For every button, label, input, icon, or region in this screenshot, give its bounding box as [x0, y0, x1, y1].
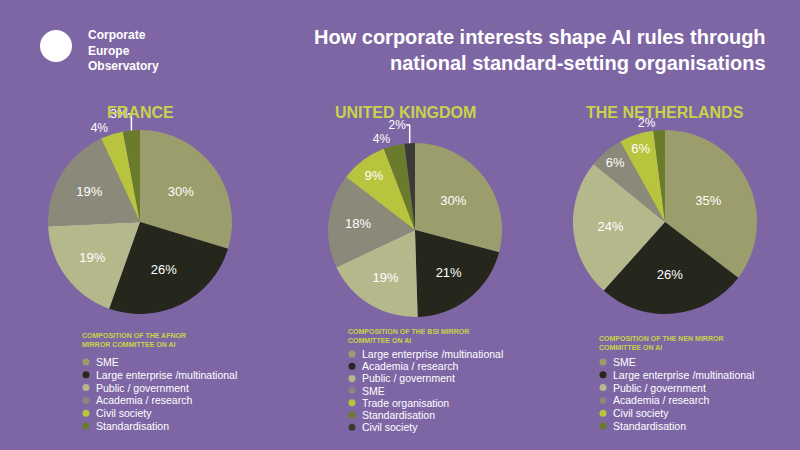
svg-text:Civil society: Civil society — [362, 421, 418, 433]
svg-text:4%: 4% — [91, 121, 109, 135]
svg-text:Trade organisation: Trade organisation — [362, 397, 449, 409]
svg-text:24%: 24% — [598, 219, 624, 234]
svg-text:18%: 18% — [345, 216, 371, 231]
svg-text:26%: 26% — [657, 267, 683, 282]
svg-text:19%: 19% — [79, 250, 105, 265]
svg-text:Academia / research: Academia / research — [362, 360, 458, 372]
svg-text:Large enterprise /multinationa: Large enterprise /multinational — [96, 369, 237, 381]
svg-text:Large enterprise /multinationa: Large enterprise /multinational — [613, 369, 754, 381]
svg-text:9%: 9% — [364, 168, 383, 183]
svg-text:SME: SME — [362, 385, 385, 397]
svg-text:Standardisation: Standardisation — [362, 409, 435, 421]
svg-text:Academia / research: Academia / research — [96, 394, 192, 406]
svg-text:Civil society: Civil society — [96, 407, 152, 419]
svg-text:Large enterprise /multinationa: Large enterprise /multinational — [362, 348, 503, 360]
svg-text:Standardisation: Standardisation — [613, 420, 686, 432]
svg-text:FRANCE: FRANCE — [107, 104, 174, 121]
svg-text:SME: SME — [96, 356, 119, 368]
svg-text:35%: 35% — [695, 193, 721, 208]
svg-text:SME: SME — [613, 356, 636, 368]
svg-text:Academia / research: Academia / research — [613, 394, 709, 406]
svg-text:2%: 2% — [638, 116, 656, 130]
svg-text:30%: 30% — [168, 184, 194, 199]
svg-text:COMPOSITION OF THE BSI MIRRORC: COMPOSITION OF THE BSI MIRRORCOMMITTEE O… — [348, 328, 469, 344]
svg-text:21%: 21% — [436, 265, 462, 280]
svg-text:26%: 26% — [151, 262, 177, 277]
svg-text:COMPOSITION OF THE NEN MIRRORC: COMPOSITION OF THE NEN MIRRORCOMMITTEE O… — [599, 335, 723, 351]
svg-text:UNITED KINGDOM: UNITED KINGDOM — [335, 104, 476, 121]
svg-text:Public / government: Public / government — [613, 382, 706, 394]
svg-text:Standardisation: Standardisation — [96, 420, 169, 432]
svg-text:2%: 2% — [389, 118, 407, 132]
svg-text:How corporate interests shape: How corporate interests shape AI rules t… — [314, 26, 766, 74]
svg-text:THE NETHERLANDS: THE NETHERLANDS — [586, 104, 744, 121]
svg-text:4%: 4% — [373, 132, 391, 146]
svg-text:3%: 3% — [110, 107, 128, 121]
svg-text:COMPOSITION OF THE AFNORMIRROR: COMPOSITION OF THE AFNORMIRROR COMMITTEE… — [82, 332, 186, 348]
svg-text:6%: 6% — [606, 155, 625, 170]
svg-text:19%: 19% — [372, 270, 398, 285]
svg-text:CorporateEuropeObservatory: CorporateEuropeObservatory — [88, 28, 159, 73]
svg-text:6%: 6% — [631, 141, 650, 156]
svg-text:Civil society: Civil society — [613, 407, 669, 419]
svg-text:19%: 19% — [76, 184, 102, 199]
svg-text:Public / government: Public / government — [362, 372, 455, 384]
svg-text:Public / government: Public / government — [96, 382, 189, 394]
svg-text:30%: 30% — [440, 193, 466, 208]
